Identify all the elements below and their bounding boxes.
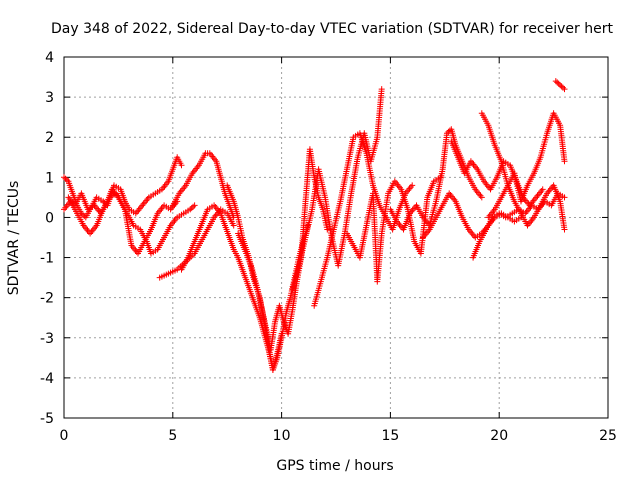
data-point bbox=[560, 84, 566, 91]
data-point bbox=[61, 174, 67, 181]
x-axis-label: GPS time / hours bbox=[276, 458, 393, 474]
x-tick-label: 10 bbox=[273, 428, 291, 444]
y-tick-label: -3 bbox=[40, 331, 54, 347]
data-point bbox=[324, 226, 331, 233]
series-track-l bbox=[387, 126, 485, 233]
series-track-d bbox=[156, 206, 237, 281]
x-tick-label: 0 bbox=[60, 428, 69, 444]
data-points bbox=[61, 78, 568, 373]
axis-ticks: 0 5 10 15 20 25 -5 -4 -3 -2 -1 0 1 2 3 4 bbox=[40, 50, 617, 444]
data-point bbox=[378, 86, 385, 93]
data-point bbox=[62, 175, 69, 182]
y-tick-label: 0 bbox=[45, 210, 54, 226]
data-point bbox=[555, 80, 562, 87]
y-tick-label: -2 bbox=[40, 291, 54, 307]
y-tick-label: -5 bbox=[40, 411, 54, 427]
data-point bbox=[79, 211, 86, 218]
data-point bbox=[552, 78, 559, 85]
chart-title: Day 348 of 2022, Sidereal Day-to-day VTE… bbox=[51, 21, 613, 37]
data-point bbox=[478, 194, 485, 201]
series-track-c bbox=[65, 186, 181, 257]
data-point bbox=[561, 86, 568, 93]
plot-frame bbox=[63, 56, 609, 419]
data-point bbox=[539, 186, 546, 193]
data-point bbox=[230, 222, 237, 229]
series-track-h bbox=[235, 146, 331, 353]
series-track-j bbox=[311, 130, 416, 309]
x-tick-label: 25 bbox=[599, 428, 617, 444]
data-point bbox=[558, 83, 565, 90]
data-point bbox=[409, 182, 416, 189]
data-point bbox=[444, 130, 450, 137]
data-point bbox=[561, 158, 568, 165]
data-point bbox=[188, 205, 195, 212]
y-tick-label: 1 bbox=[45, 170, 54, 186]
y-axis-label: SDTVAR / TECUs bbox=[6, 181, 22, 296]
data-point bbox=[554, 79, 561, 86]
data-point bbox=[190, 203, 197, 210]
data-point bbox=[178, 162, 185, 169]
x-tick-label: 15 bbox=[381, 428, 399, 444]
x-tick-label: 5 bbox=[168, 428, 177, 444]
data-point bbox=[191, 202, 198, 209]
y-tick-label: -1 bbox=[40, 251, 54, 267]
y-tick-label: -4 bbox=[40, 371, 54, 387]
data-point bbox=[561, 194, 568, 201]
series-track-q bbox=[485, 110, 568, 221]
y-tick-label: 2 bbox=[45, 130, 54, 146]
data-point bbox=[557, 82, 564, 89]
series-track-i bbox=[289, 86, 385, 293]
series-track-r bbox=[552, 78, 568, 93]
series-track-a bbox=[61, 154, 185, 221]
y-tick-label: 4 bbox=[45, 50, 54, 66]
y-tick-label: 3 bbox=[45, 90, 54, 106]
data-point bbox=[561, 226, 568, 233]
x-tick-label: 20 bbox=[490, 428, 508, 444]
